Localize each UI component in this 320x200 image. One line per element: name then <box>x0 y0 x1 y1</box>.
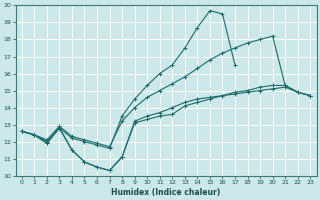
X-axis label: Humidex (Indice chaleur): Humidex (Indice chaleur) <box>111 188 221 197</box>
